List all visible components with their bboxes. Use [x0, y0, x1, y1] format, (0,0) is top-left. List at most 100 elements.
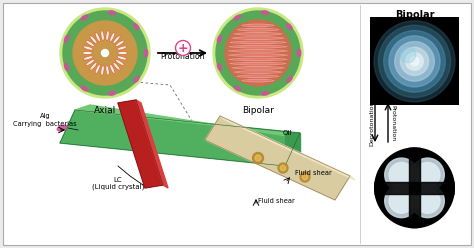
Circle shape: [406, 53, 423, 70]
Ellipse shape: [241, 24, 274, 27]
Ellipse shape: [81, 15, 88, 20]
Circle shape: [101, 50, 109, 57]
Ellipse shape: [134, 24, 139, 30]
Ellipse shape: [144, 49, 148, 57]
Ellipse shape: [237, 74, 280, 78]
Ellipse shape: [228, 58, 288, 61]
Bar: [366, 182, 463, 194]
Ellipse shape: [231, 62, 284, 65]
Ellipse shape: [83, 46, 93, 50]
Polygon shape: [75, 105, 300, 138]
Circle shape: [389, 36, 440, 87]
Ellipse shape: [231, 66, 285, 70]
Circle shape: [383, 31, 446, 92]
Ellipse shape: [106, 31, 109, 41]
Circle shape: [378, 25, 451, 97]
Circle shape: [300, 172, 310, 182]
Ellipse shape: [233, 67, 283, 69]
Circle shape: [253, 153, 264, 163]
Ellipse shape: [113, 36, 120, 44]
Text: Oil: Oil: [283, 130, 292, 136]
Circle shape: [60, 8, 150, 98]
Ellipse shape: [229, 62, 287, 65]
Ellipse shape: [109, 92, 116, 95]
Bar: [409, 139, 420, 236]
Ellipse shape: [90, 36, 97, 44]
Ellipse shape: [287, 24, 292, 30]
Circle shape: [410, 57, 419, 66]
Circle shape: [374, 21, 455, 102]
Ellipse shape: [228, 53, 288, 57]
Circle shape: [255, 155, 261, 161]
Ellipse shape: [234, 15, 241, 20]
Ellipse shape: [116, 60, 124, 65]
Ellipse shape: [64, 63, 69, 71]
Polygon shape: [205, 116, 350, 200]
Ellipse shape: [233, 70, 283, 74]
Text: Fluid shear: Fluid shear: [258, 198, 295, 204]
Ellipse shape: [134, 76, 139, 82]
Text: Bipolar: Bipolar: [395, 10, 435, 20]
Ellipse shape: [81, 86, 88, 91]
Ellipse shape: [262, 92, 269, 95]
Ellipse shape: [229, 40, 287, 44]
Ellipse shape: [95, 64, 100, 74]
Ellipse shape: [118, 52, 128, 55]
Ellipse shape: [287, 76, 292, 82]
Text: Axial: Axial: [401, 149, 428, 159]
Ellipse shape: [110, 64, 115, 74]
Circle shape: [213, 8, 303, 98]
Text: Deprotonation: Deprotonation: [370, 100, 374, 146]
FancyBboxPatch shape: [3, 3, 471, 245]
Circle shape: [385, 184, 418, 218]
Circle shape: [385, 158, 418, 191]
Ellipse shape: [117, 56, 127, 60]
Text: Protonation: Protonation: [161, 52, 205, 61]
Ellipse shape: [57, 125, 67, 131]
Circle shape: [389, 162, 414, 187]
Ellipse shape: [243, 79, 273, 82]
Circle shape: [395, 42, 434, 81]
Polygon shape: [60, 110, 300, 166]
Circle shape: [63, 11, 147, 95]
Circle shape: [73, 21, 137, 85]
Polygon shape: [285, 133, 300, 166]
Ellipse shape: [233, 37, 283, 39]
Ellipse shape: [235, 71, 281, 73]
Ellipse shape: [230, 54, 286, 56]
Ellipse shape: [218, 35, 221, 43]
Circle shape: [225, 20, 291, 86]
Ellipse shape: [90, 62, 97, 70]
Circle shape: [415, 162, 440, 187]
Circle shape: [280, 165, 286, 171]
Circle shape: [389, 189, 414, 213]
Ellipse shape: [297, 49, 301, 57]
Circle shape: [175, 40, 191, 56]
Ellipse shape: [231, 41, 284, 44]
Ellipse shape: [228, 45, 288, 49]
Ellipse shape: [234, 86, 241, 91]
Text: Axial: Axial: [94, 106, 116, 115]
Ellipse shape: [101, 65, 104, 75]
Ellipse shape: [231, 36, 285, 40]
Ellipse shape: [86, 60, 95, 65]
Circle shape: [302, 174, 308, 180]
Ellipse shape: [233, 32, 283, 36]
Ellipse shape: [238, 75, 278, 78]
Ellipse shape: [82, 52, 92, 55]
Circle shape: [411, 158, 444, 191]
Ellipse shape: [235, 33, 281, 35]
Ellipse shape: [243, 24, 273, 27]
Circle shape: [401, 47, 428, 75]
Text: Alg
Carrying  bacterias: Alg Carrying bacterias: [13, 113, 77, 127]
Ellipse shape: [238, 29, 278, 31]
Polygon shape: [220, 116, 355, 180]
Text: LC
(Liquid crystal): LC (Liquid crystal): [92, 177, 144, 190]
Ellipse shape: [262, 11, 269, 14]
Ellipse shape: [117, 46, 127, 50]
Polygon shape: [118, 100, 163, 188]
Ellipse shape: [110, 32, 115, 42]
Ellipse shape: [101, 31, 104, 41]
Ellipse shape: [230, 58, 285, 61]
Ellipse shape: [83, 56, 93, 60]
